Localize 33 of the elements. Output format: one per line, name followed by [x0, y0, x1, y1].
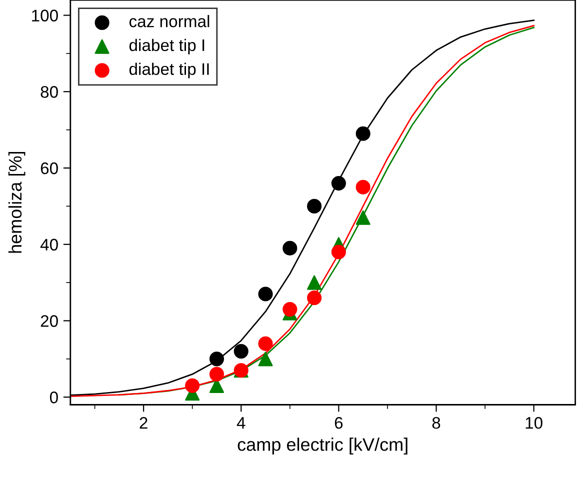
legend-label: caz normal: [129, 15, 210, 28]
point: [331, 244, 346, 260]
point: [234, 344, 248, 359]
legend-label: diabet tip II: [129, 62, 209, 78]
x-tick-label: 10: [526, 417, 542, 429]
point: [356, 126, 370, 141]
x-tick-label: 6: [334, 417, 343, 429]
point: [258, 352, 273, 366]
point: [209, 352, 224, 366]
x-tick-label: 4: [236, 417, 246, 429]
x-axis-title: camp electric [kV/cm]: [238, 438, 408, 454]
y-axis-title: hemoliza [%]: [8, 152, 26, 253]
point: [307, 198, 322, 214]
y-tick-label: 60: [40, 162, 58, 174]
point: [258, 336, 273, 351]
point: [282, 240, 298, 256]
point: [307, 290, 322, 306]
point: [307, 275, 322, 290]
y-tick-label: 100: [32, 10, 58, 22]
x-tick-label: 8: [432, 417, 440, 429]
y-tick-label: 0: [50, 392, 58, 404]
point: [258, 286, 273, 302]
point: [282, 302, 298, 317]
y-tick-label: 20: [40, 315, 58, 327]
y-tick-label: 80: [40, 86, 58, 98]
y-tick-label: 40: [40, 238, 58, 251]
point: [331, 176, 346, 191]
point: [185, 378, 200, 393]
legend-label: diabet tip I: [129, 38, 204, 54]
point: [356, 180, 370, 194]
point: [209, 366, 224, 382]
point: [356, 210, 370, 225]
x-tick-label: 2: [140, 417, 148, 429]
